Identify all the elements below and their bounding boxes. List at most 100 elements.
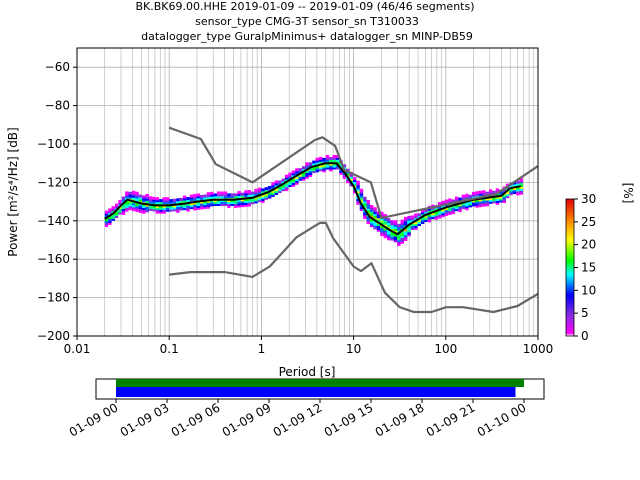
heatmap-cell [288, 184, 292, 188]
heatmap-cell [267, 191, 272, 195]
heatmap-cell [172, 198, 177, 202]
heatmap-cell [203, 204, 207, 208]
heatmap-cell [434, 212, 438, 216]
heatmap-cell [128, 197, 132, 201]
heatmap-cell [128, 201, 132, 205]
heatmap-cell [441, 200, 445, 204]
heatmap-cell [291, 180, 296, 184]
heatmap-cell [182, 203, 187, 207]
heatmap-cell [410, 223, 415, 227]
heatmap-cell [488, 200, 493, 204]
heatmap-cell [284, 182, 289, 186]
heatmap-cell [298, 168, 302, 172]
heatmap-cell [325, 158, 330, 162]
heatmap-cell [332, 164, 336, 168]
heatmap-cell [281, 180, 285, 184]
heatmap-cell [471, 199, 476, 203]
heatmap-cell [281, 188, 285, 192]
heatmap-cell [451, 209, 455, 213]
heatmap-cell [196, 203, 200, 207]
heatmap-cell [145, 209, 149, 213]
heatmap-cell [288, 176, 292, 180]
heatmap-cell [393, 229, 398, 233]
heatmap-cell [448, 198, 452, 202]
heatmap-cell [142, 201, 146, 205]
heatmap-cell [233, 202, 238, 206]
heatmap-cell [509, 192, 513, 196]
heatmap-cell [244, 190, 248, 194]
heatmap-cell [478, 194, 483, 198]
heatmap-cell [332, 156, 336, 160]
heatmap-cell [159, 208, 163, 212]
heatmap-cell [199, 194, 204, 198]
heatmap-cell [373, 214, 377, 218]
heatmap-cell [400, 236, 404, 240]
heatmap-cell [193, 201, 197, 205]
heatmap-cell [111, 215, 115, 219]
heatmap-cell [274, 182, 279, 186]
heatmap-cell [441, 212, 445, 216]
heatmap-cell [125, 201, 129, 205]
heatmap-cell [400, 233, 404, 237]
heatmap-cell [186, 202, 190, 206]
heatmap-cell [315, 157, 319, 161]
heatmap-cell [393, 225, 398, 229]
heatmap-cell [108, 218, 112, 222]
heatmap-cell [125, 206, 129, 210]
heatmap-cell [284, 176, 289, 180]
heatmap-cell [461, 202, 466, 206]
heatmap-cell [250, 197, 255, 201]
heatmap-cell [363, 215, 367, 219]
heatmap-cell [244, 194, 248, 198]
heatmap-cell [104, 218, 109, 222]
heatmap-cell [196, 206, 200, 210]
heatmap-cell [437, 202, 442, 206]
heatmap-cell [519, 187, 523, 191]
heatmap-cell [465, 201, 469, 205]
heatmap-cell [407, 229, 411, 233]
heatmap-cell [308, 170, 313, 174]
heatmap-cell [152, 196, 156, 200]
heatmap-cell [369, 208, 374, 212]
heatmap-cell [240, 200, 245, 204]
heatmap-cell [342, 173, 347, 177]
heatmap-cell [199, 204, 204, 208]
heatmap-cell [240, 198, 245, 202]
heatmap-cell [257, 195, 262, 199]
heatmap-cell [165, 201, 170, 205]
heatmap-cell [403, 236, 408, 240]
heatmap-cell [216, 202, 221, 206]
heatmap-cell [254, 196, 258, 200]
heatmap-cell [274, 191, 279, 195]
heatmap-cell [135, 195, 139, 199]
heatmap-cell [509, 188, 513, 192]
heatmap-cell [220, 202, 224, 206]
heatmap-cell [274, 184, 279, 188]
heatmap-cell [475, 195, 479, 199]
heatmap-cell [210, 191, 214, 195]
heatmap-cell [454, 204, 459, 208]
heatmap-cell [386, 233, 391, 237]
heatmap-cell [162, 206, 166, 210]
y-tick-label: −120 [37, 175, 70, 189]
heatmap-cell [434, 216, 438, 220]
heatmap-cell [325, 155, 330, 159]
heatmap-cell [230, 201, 234, 205]
heatmap-cell [165, 197, 170, 201]
heatmap-cell [407, 231, 411, 235]
heatmap-cell [376, 213, 381, 217]
timeline-tick-label: 01-09 15 [322, 400, 376, 439]
heatmap-cell [346, 172, 350, 176]
y-axis: −200 −180 −160 −140 −120 −100 −80 −60 [37, 60, 77, 343]
heatmap-cell [363, 200, 367, 204]
heatmap-cell [257, 189, 262, 193]
heatmap-cell [295, 168, 299, 172]
heatmap-cell [359, 192, 364, 196]
heatmap-cell [172, 204, 177, 208]
heatmap-cell [162, 210, 166, 214]
heatmap-cell [193, 207, 197, 211]
heatmap-cell [165, 208, 170, 212]
heatmap-cell [257, 199, 262, 203]
heatmap-cell [108, 212, 112, 216]
heatmap-cell [182, 205, 187, 209]
